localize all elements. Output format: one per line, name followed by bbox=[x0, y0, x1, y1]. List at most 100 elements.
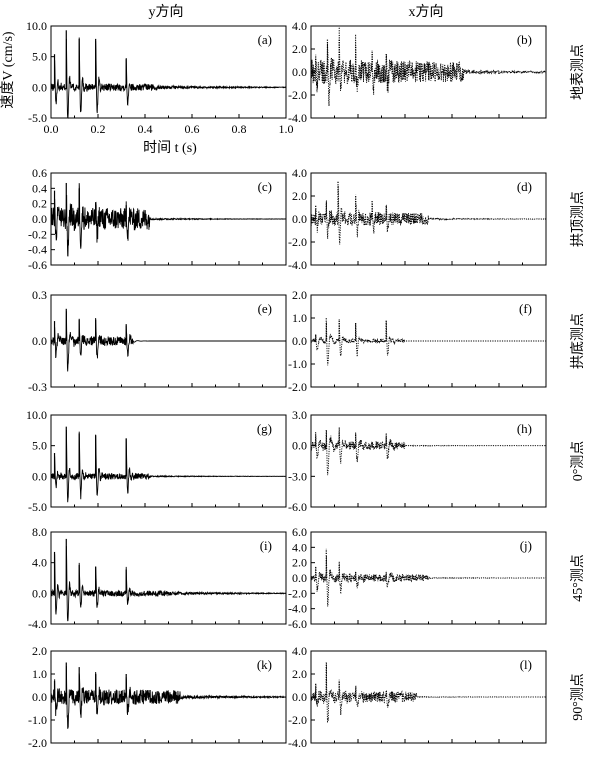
panel-d: 4.0 2.0 0.0 -2.0 -4.0 (d) bbox=[288, 166, 547, 272]
series-line-g bbox=[50, 430, 286, 503]
y-tick-label: -4.0 bbox=[288, 258, 307, 272]
panel-label: (c) bbox=[258, 179, 272, 194]
y-tick-label: 0.6 bbox=[32, 166, 47, 180]
panel-label: (j) bbox=[520, 538, 532, 553]
y-tick-label: 0.0 bbox=[292, 690, 307, 704]
panel-l: 4.0 2.0 0.0 -2.0 -4.0 (l) bbox=[288, 644, 547, 750]
series-line-d bbox=[310, 185, 547, 245]
y-tick-label: 1.0 bbox=[32, 667, 47, 681]
y-tick-label: 0.0 bbox=[292, 65, 307, 79]
y-tick-label: 2.0 bbox=[292, 42, 307, 56]
series-line-i bbox=[50, 546, 287, 622]
plot-frame bbox=[50, 25, 287, 119]
y-tick-label: 2.0 bbox=[292, 556, 307, 570]
y-tick-label: -2.0 bbox=[288, 235, 307, 249]
series-line-h bbox=[310, 427, 547, 476]
y-tick-label: 0.0 bbox=[32, 212, 47, 226]
panel-e: 0.3 0.0 -0.3 (e) bbox=[28, 288, 287, 394]
x-tick-label: 0.2 bbox=[91, 122, 106, 136]
y-tick-label: 2.0 bbox=[292, 288, 307, 302]
y-tick-label: 10.0 bbox=[26, 19, 47, 33]
y-tick-label: 10.0 bbox=[26, 408, 47, 422]
y-tick-label: 4.0 bbox=[32, 556, 47, 570]
y-tick-label: -0.6 bbox=[28, 258, 47, 272]
y-tick-label: 4.0 bbox=[292, 19, 307, 33]
row-label: 45°测点 bbox=[570, 554, 586, 602]
y-tick-label: -5.0 bbox=[28, 500, 47, 514]
row-label: 0°测点 bbox=[570, 441, 586, 482]
y-tick-label: -2.0 bbox=[288, 713, 307, 727]
y-tick-label: -1.0 bbox=[288, 357, 307, 371]
series-line-f bbox=[310, 318, 546, 366]
y-tick-label: 0.2 bbox=[32, 197, 47, 211]
panel-label: (i) bbox=[260, 538, 272, 553]
x-axis-title: 时间 t (s) bbox=[143, 140, 197, 156]
panel-k: 2.0 1.0 0.0 -1.0 -2.0 (k) bbox=[28, 644, 287, 750]
y-tick-label: -4.0 bbox=[288, 602, 307, 616]
left-column-heading: y方向 bbox=[149, 4, 184, 20]
y-tick-label: -0.3 bbox=[28, 380, 47, 394]
y-tick-label: -5.0 bbox=[28, 111, 47, 125]
y-tick-label: 0.0 bbox=[292, 439, 307, 453]
y-axis-title: 速度V (cm/s) bbox=[0, 31, 16, 108]
y-tick-label: 4.0 bbox=[292, 540, 307, 554]
panel-label: (f) bbox=[519, 301, 532, 316]
panel-g: 10.0 5.0 0.0 -5.0 (g) bbox=[26, 408, 287, 514]
x-tick-label: 0.6 bbox=[185, 122, 200, 136]
panel-b: 4.0 2.0 0.0 -2.0 -4.0 (b) bbox=[288, 19, 547, 125]
panel-label: (b) bbox=[517, 32, 532, 47]
panel-label: (h) bbox=[517, 421, 532, 436]
y-tick-label: -0.4 bbox=[28, 243, 47, 257]
y-tick-label: -0.2 bbox=[28, 227, 47, 241]
y-tick-label: -4.0 bbox=[28, 617, 47, 631]
panel-j: 6.04.0 2.00.0-2.0 -4.0-6.0 (j) bbox=[288, 525, 547, 631]
y-tick-label: -4.0 bbox=[288, 111, 307, 125]
panel-c: 0.60.4 0.20.0-0.2 -0.4-0.6 (c) bbox=[28, 166, 287, 272]
y-tick-label: 0.0 bbox=[32, 690, 47, 704]
x-tick-label: 0.0 bbox=[44, 122, 59, 136]
y-tick-label: 2.0 bbox=[292, 667, 307, 681]
panel-i: 8.0 4.0 0.0 -4.0 (i) bbox=[28, 525, 287, 631]
series-line-b bbox=[310, 27, 547, 107]
series-line-c bbox=[50, 183, 287, 257]
series-line-a bbox=[50, 37, 287, 119]
series-line-j bbox=[310, 556, 547, 607]
y-tick-label: 0.0 bbox=[32, 334, 47, 348]
y-tick-label: 3.0 bbox=[292, 408, 307, 422]
y-tick-label: -6.0 bbox=[288, 617, 307, 631]
y-tick-label: -1.0 bbox=[28, 713, 47, 727]
series-line-k bbox=[50, 666, 287, 729]
y-tick-label: -2.0 bbox=[288, 88, 307, 102]
y-tick-label: 0.0 bbox=[32, 469, 47, 483]
y-tick-label: 4.0 bbox=[292, 166, 307, 180]
plot-frame bbox=[50, 531, 287, 625]
panel-f: 2.0 1.0 0.0 -1.0 -2.0 (f) bbox=[288, 288, 547, 394]
plot-frame bbox=[50, 414, 287, 508]
y-tick-label: 6.0 bbox=[292, 525, 307, 539]
y-tick-label: 1.0 bbox=[292, 311, 307, 325]
y-tick-label: 0.3 bbox=[32, 288, 47, 302]
y-tick-label: 0.0 bbox=[32, 80, 47, 94]
series-line-e bbox=[50, 311, 286, 372]
y-tick-label: 0.0 bbox=[32, 586, 47, 600]
y-tick-label: -2.0 bbox=[28, 736, 47, 750]
x-tick-label: 0.4 bbox=[138, 122, 153, 136]
y-tick-label: -6.0 bbox=[288, 500, 307, 514]
row-label: 拱底测点 bbox=[570, 313, 586, 369]
plot-frame bbox=[310, 414, 547, 508]
y-tick-label: 2.0 bbox=[32, 644, 47, 658]
y-tick-label: 5.0 bbox=[32, 50, 47, 64]
y-tick-label: -4.0 bbox=[288, 736, 307, 750]
panel-label: (k) bbox=[257, 657, 272, 672]
panel-label: (g) bbox=[257, 421, 272, 436]
y-tick-label: 5.0 bbox=[32, 439, 47, 453]
y-tick-label: 4.0 bbox=[292, 644, 307, 658]
row-label: 拱顶测点 bbox=[570, 191, 586, 247]
panel-label: (a) bbox=[258, 32, 272, 47]
y-tick-label: 0.0 bbox=[292, 212, 307, 226]
y-tick-label: 8.0 bbox=[32, 525, 47, 539]
y-tick-label: -2.0 bbox=[288, 380, 307, 394]
y-tick-label: -3.0 bbox=[288, 469, 307, 483]
y-tick-label: -2.0 bbox=[288, 586, 307, 600]
